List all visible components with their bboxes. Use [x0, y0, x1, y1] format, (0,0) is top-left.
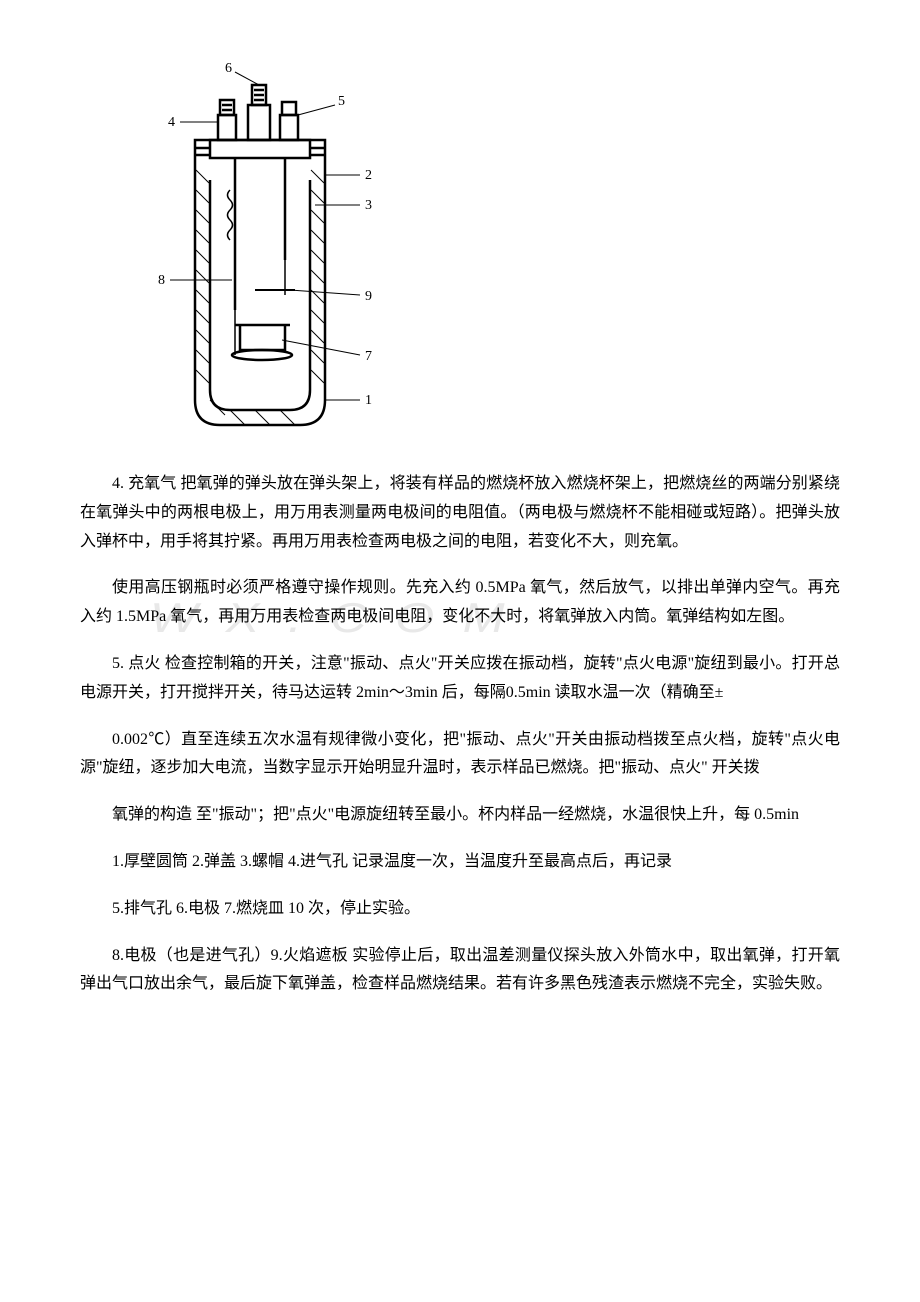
diagram-label-9: 9	[365, 289, 372, 304]
page-content: 1 2 3 4 5 6 7 8 9 4. 充氧气 把氧弹的弹头放在弹头架上，将装…	[80, 60, 840, 999]
diagram-svg: 1 2 3 4 5 6 7 8 9	[140, 60, 380, 440]
paragraph-parts1: 1.厚壁圆筒 2.弹盖 3.螺帽 4.进气孔 记录温度一次，当温度升至最高点后，…	[80, 848, 840, 877]
diagram-label-7: 7	[365, 349, 372, 364]
paragraph-pressure: 使用高压钢瓶时必须严格遵守操作规则。先充入约 0.5MPa 氧气，然后放气，以排…	[80, 574, 840, 632]
diagram-label-1: 1	[365, 393, 372, 408]
paragraph-step5: 5. 点火 检查控制箱的开关，注意"振动、点火"开关应拨在振动档，旋转"点火电源…	[80, 650, 840, 708]
paragraph-parts2: 5.排气孔 6.电极 7.燃烧皿 10 次，停止实验。	[80, 895, 840, 924]
diagram-label-2: 2	[365, 168, 372, 183]
paragraph-temp: 0.002℃）直至连续五次水温有规律微小变化，把"振动、点火"开关由振动档拨至点…	[80, 726, 840, 784]
diagram-label-8: 8	[158, 273, 165, 288]
paragraph-parts3: 8.电极（也是进气孔）9.火焰遮板 实验停止后，取出温差测量仪探头放入外筒水中，…	[80, 942, 840, 1000]
diagram-label-6: 6	[225, 61, 232, 76]
paragraph-structure: 氧弹的构造 至"振动"；把"点火"电源旋纽转至最小。杯内样品一经燃烧，水温很快上…	[80, 801, 840, 830]
diagram-label-4: 4	[168, 115, 175, 130]
paragraph-step4: 4. 充氧气 把氧弹的弹头放在弹头架上，将装有样品的燃烧杯放入燃烧杯架上，把燃烧…	[80, 470, 840, 556]
oxygen-bomb-diagram: 1 2 3 4 5 6 7 8 9	[140, 60, 380, 440]
diagram-label-3: 3	[365, 198, 372, 213]
diagram-label-5: 5	[338, 94, 345, 109]
